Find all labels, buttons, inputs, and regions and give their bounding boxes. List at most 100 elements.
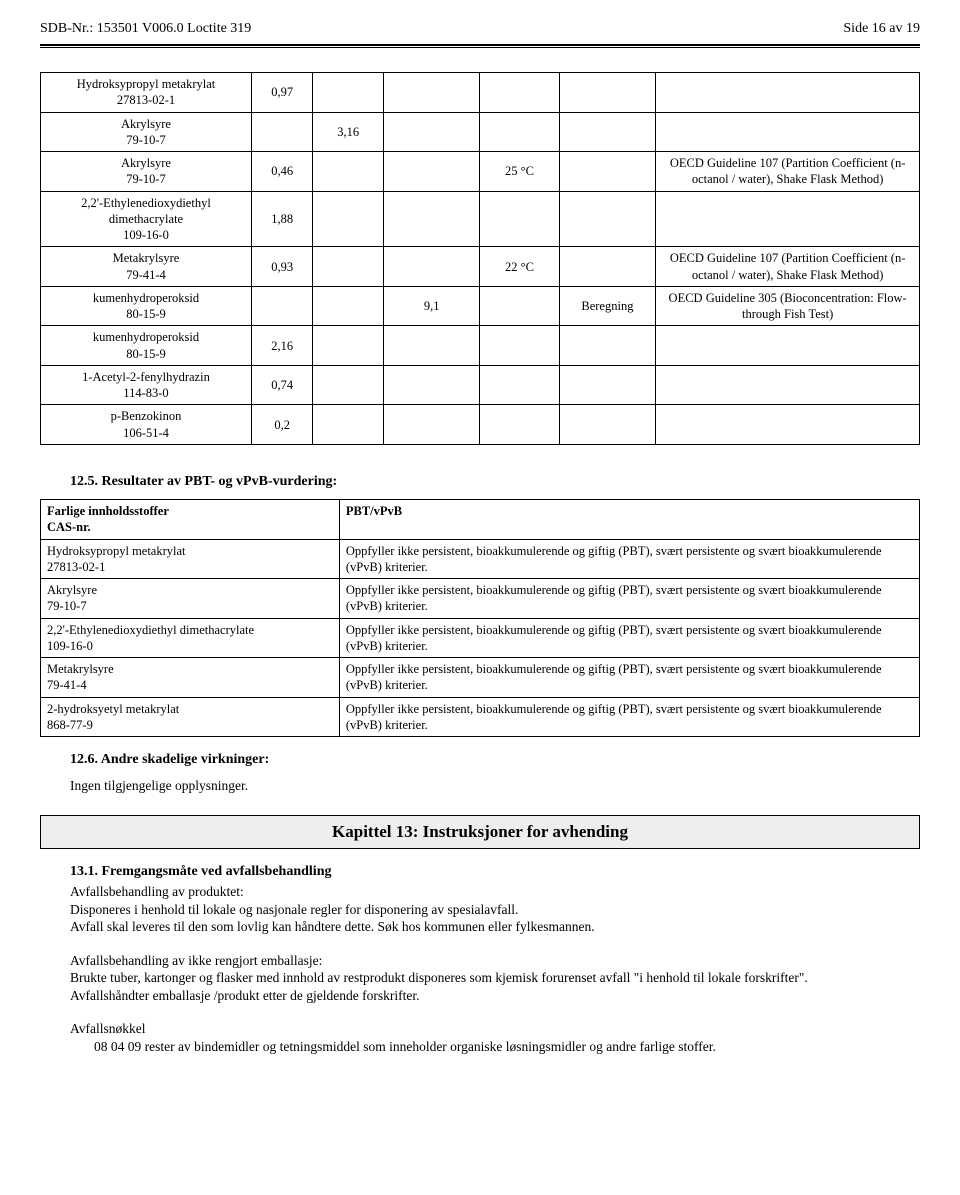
cell-c6 [559,365,656,405]
page-number: Side 16 av 19 [843,20,920,38]
cell-c3 [313,405,383,445]
cell-c2: 1,88 [251,191,313,247]
cell-c4 [383,326,480,366]
table-row: Hydroksypropyl metakrylat27813-02-10,97 [41,73,920,113]
substance-name: 1-Acetyl-2-fenylhydrazin114-83-0 [41,365,252,405]
cell-c5: 22 °C [480,247,559,287]
substance-name: kumenhydroperoksid80-15-9 [41,326,252,366]
pbt-assessment: Oppfyller ikke persistent, bioakkumulere… [339,579,919,619]
header-rule-top [40,44,920,46]
cell-c3 [313,286,383,326]
table-row: 2,2'-Ethylenedioxydiethyl dimethacrylate… [41,191,920,247]
waste-product-label: Avfallsbehandling av produktet: [70,883,920,901]
waste-key-code: 08 04 09 rester av bindemidler og tetnin… [94,1038,920,1056]
pbt-substance: Hydroksypropyl metakrylat27813-02-1 [41,539,340,579]
waste-packaging-line2: Brukte tuber, kartonger og flasker med i… [70,969,920,987]
cell-c3 [313,247,383,287]
cell-c4 [383,405,480,445]
substance-name: p-Benzokinon106-51-4 [41,405,252,445]
cell-c4 [383,191,480,247]
pbt-substance: 2-hydroksyetyl metakrylat868-77-9 [41,697,340,737]
table-row: Hydroksypropyl metakrylat27813-02-1Oppfy… [41,539,920,579]
cell-c2 [251,286,313,326]
pbt-assessment: Oppfyller ikke persistent, bioakkumulere… [339,697,919,737]
substance-name: kumenhydroperoksid80-15-9 [41,286,252,326]
cell-c7: OECD Guideline 107 (Partition Coefficien… [656,247,920,287]
cell-c4 [383,247,480,287]
cell-c7 [656,191,920,247]
cell-c3 [313,152,383,192]
page-header: SDB-Nr.: 153501 V006.0 Loctite 319 Side … [40,20,920,38]
cell-c2 [251,112,313,152]
table-row: Metakrylsyre79-41-40,93 22 °C OECD Guideli… [41,247,920,287]
section-126-text: Ingen tilgjengelige opplysninger. [70,777,920,795]
cell-c4 [383,73,480,113]
table-row: Metakrylsyre79-41-4Oppfyller ikke persis… [41,658,920,698]
substance-name: Hydroksypropyl metakrylat27813-02-1 [41,73,252,113]
cell-c4 [383,365,480,405]
cell-c5 [480,405,559,445]
section-126-title: 12.6. Andre skadelige virkninger: [70,751,920,769]
cell-c3 [313,365,383,405]
cell-c2: 0,97 [251,73,313,113]
cell-c6 [559,326,656,366]
substance-name: 2,2'-Ethylenedioxydiethyl dimethacrylate… [41,191,252,247]
pbt-substance: Metakrylsyre79-41-4 [41,658,340,698]
table-row: 1-Acetyl-2-fenylhydrazin114-83-00,74 [41,365,920,405]
pbt-substance: Akrylsyre79-10-7 [41,579,340,619]
cell-c7: OECD Guideline 305 (Bioconcentration: Fl… [656,286,920,326]
table-row: Akrylsyre79-10-70,46 25 °C OECD Guideline … [41,152,920,192]
table-row: 2-hydroksyetyl metakrylat868-77-9Oppfyll… [41,697,920,737]
pbt-assessment: Oppfyller ikke persistent, bioakkumulere… [339,658,919,698]
cell-c7 [656,326,920,366]
cell-c2: 0,74 [251,365,313,405]
cell-c5: 25 °C [480,152,559,192]
table-row: 2,2'-Ethylenedioxydiethyl dimethacrylate… [41,618,920,658]
pbt-header-right: PBT/vPvB [339,500,919,540]
waste-packaging-line3: Avfallshåndter emballasje /produkt etter… [70,987,920,1005]
doc-id: SDB-Nr.: 153501 V006.0 Loctite 319 [40,20,251,38]
cell-c3: 3,16 [313,112,383,152]
cell-c2: 0,46 [251,152,313,192]
cell-c3 [313,191,383,247]
cell-c4 [383,112,480,152]
cell-c3 [313,73,383,113]
cell-c5 [480,112,559,152]
table-row: kumenhydroperoksid80-15-9 9,1 BeregningOEC… [41,286,920,326]
cell-c2: 0,93 [251,247,313,287]
pbt-assessment: Oppfyller ikke persistent, bioakkumulere… [339,618,919,658]
substance-name: Metakrylsyre79-41-4 [41,247,252,287]
cell-c6 [559,73,656,113]
cell-c6 [559,191,656,247]
cell-c6 [559,405,656,445]
waste-packaging-label: Avfallsbehandling av ikke rengjort embal… [70,952,920,970]
cell-c4: 9,1 [383,286,480,326]
header-rule-bottom [40,47,920,48]
table-row: Akrylsyre79-10-73,16 [41,112,920,152]
substance-table: Hydroksypropyl metakrylat27813-02-10,97A… [40,72,920,445]
section-131-title: 13.1. Fremgangsmåte ved avfallsbehandlin… [70,863,920,881]
substance-name: Akrylsyre79-10-7 [41,152,252,192]
cell-c5 [480,191,559,247]
cell-c6: Beregning [559,286,656,326]
cell-c6 [559,247,656,287]
pbt-header-left: Farlige innholdsstoffer CAS-nr. [41,500,340,540]
cell-c5 [480,365,559,405]
pbt-assessment: Oppfyller ikke persistent, bioakkumulere… [339,539,919,579]
cell-c7 [656,405,920,445]
cell-c7 [656,112,920,152]
waste-product-line3: Avfall skal leveres til den som lovlig k… [70,918,920,936]
cell-c6 [559,112,656,152]
cell-c5 [480,326,559,366]
cell-c7 [656,73,920,113]
cell-c5 [480,73,559,113]
section-125-title: 12.5. Resultater av PBT- og vPvB-vurderi… [70,473,920,491]
pbt-table: Farlige innholdsstoffer CAS-nr. PBT/vPvB… [40,499,920,737]
table-row: kumenhydroperoksid80-15-92,16 [41,326,920,366]
cell-c6 [559,152,656,192]
cell-c3 [313,326,383,366]
cell-c4 [383,152,480,192]
cell-c7 [656,365,920,405]
cell-c7: OECD Guideline 107 (Partition Coefficien… [656,152,920,192]
waste-key-label: Avfallsnøkkel [70,1020,920,1038]
